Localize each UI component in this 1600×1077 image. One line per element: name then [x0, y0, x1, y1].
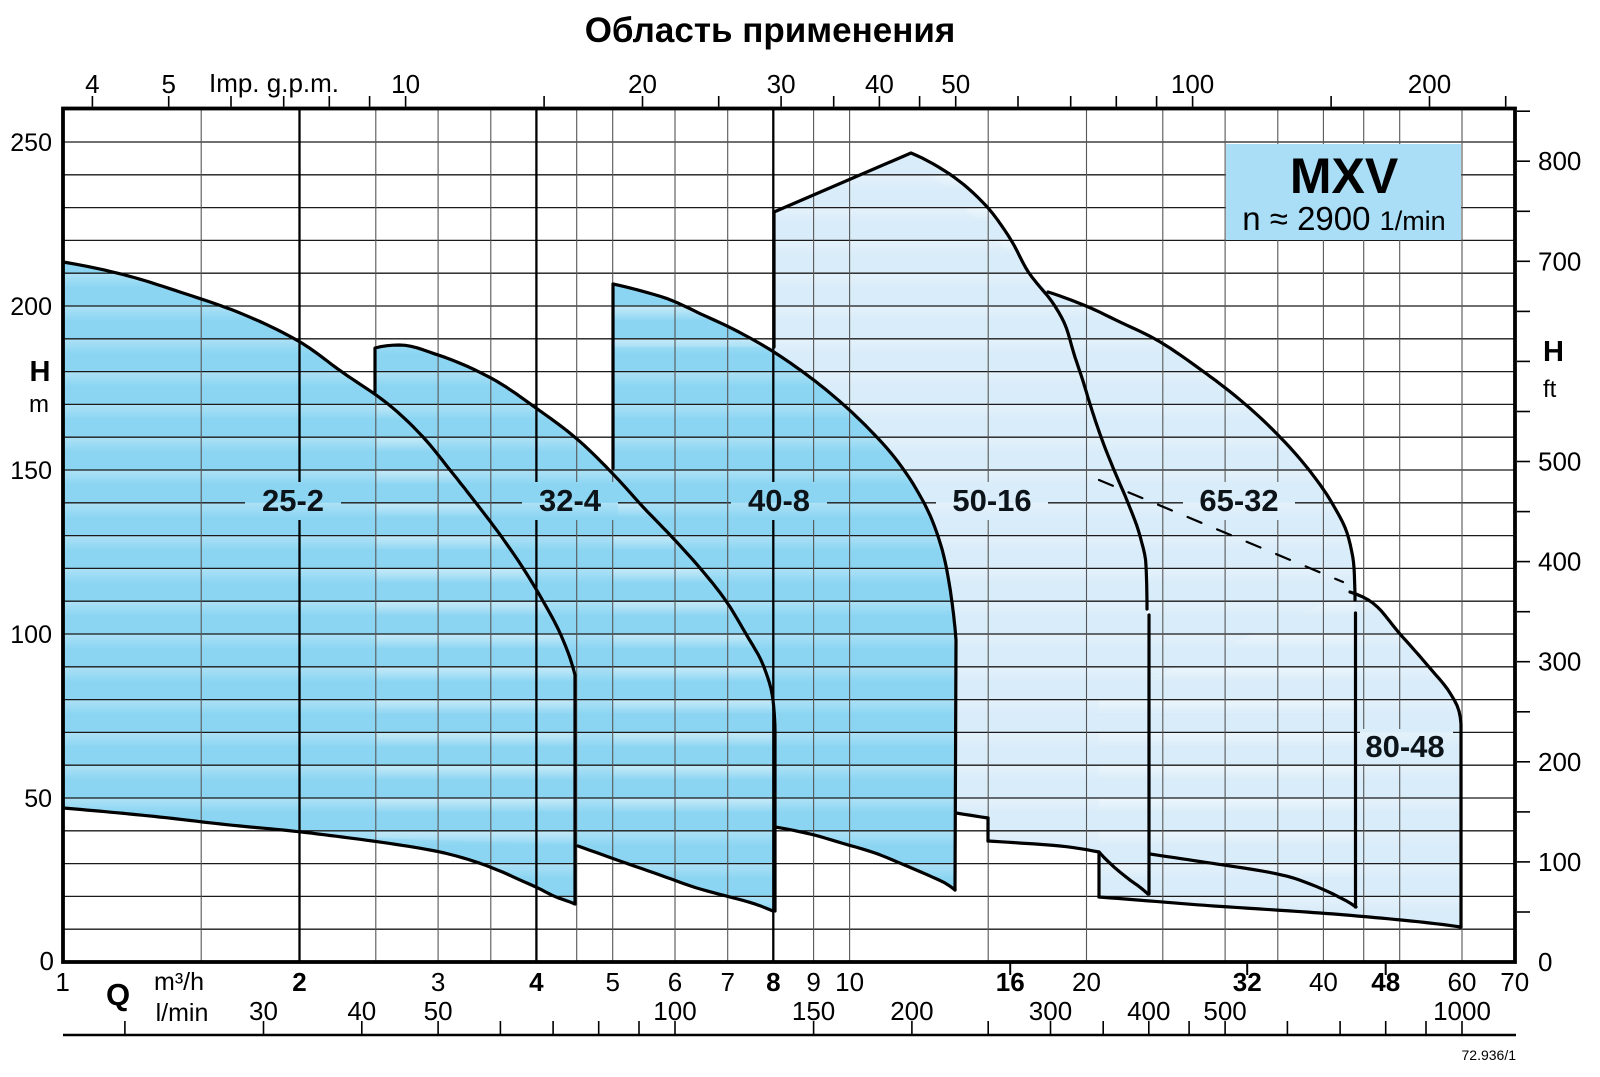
svg-text:800: 800	[1538, 146, 1581, 176]
svg-text:10: 10	[391, 69, 420, 99]
svg-text:40: 40	[347, 996, 376, 1026]
svg-text:300: 300	[1029, 996, 1072, 1026]
svg-text:150: 150	[792, 996, 835, 1026]
svg-text:1: 1	[55, 967, 69, 997]
svg-text:8: 8	[766, 967, 780, 997]
svg-text:50: 50	[24, 785, 52, 813]
svg-text:9: 9	[806, 967, 820, 997]
svg-text:25-2: 25-2	[262, 483, 324, 518]
svg-text:100: 100	[10, 621, 52, 649]
svg-text:400: 400	[1538, 547, 1581, 577]
svg-text:3: 3	[431, 967, 445, 997]
svg-text:300: 300	[1538, 647, 1581, 677]
svg-text:Imp. g.p.m.: Imp. g.p.m.	[209, 68, 339, 98]
svg-text:150: 150	[10, 457, 52, 485]
svg-text:100: 100	[1171, 69, 1214, 99]
svg-text:Q: Q	[106, 977, 130, 1012]
svg-text:400: 400	[1127, 996, 1170, 1026]
svg-text:7: 7	[720, 967, 734, 997]
svg-text:6: 6	[668, 967, 682, 997]
svg-text:5: 5	[161, 69, 175, 99]
svg-text:1000: 1000	[1433, 996, 1491, 1026]
svg-text:MXV: MXV	[1290, 148, 1399, 204]
svg-text:100: 100	[1538, 847, 1581, 877]
svg-text:32-4: 32-4	[539, 483, 602, 518]
svg-text:40: 40	[865, 69, 894, 99]
svg-text:0: 0	[40, 946, 54, 976]
svg-text:65-32: 65-32	[1199, 483, 1278, 518]
svg-text:250: 250	[10, 129, 52, 157]
svg-text:50-16: 50-16	[952, 483, 1031, 518]
svg-text:ft: ft	[1543, 376, 1557, 403]
svg-text:200: 200	[890, 996, 933, 1026]
svg-text:5: 5	[605, 967, 619, 997]
svg-text:700: 700	[1538, 246, 1581, 276]
svg-text:200: 200	[10, 293, 52, 321]
svg-text:40: 40	[1309, 967, 1338, 997]
svg-text:40-8: 40-8	[748, 483, 810, 518]
svg-text:70: 70	[1500, 967, 1529, 997]
svg-text:m³/h: m³/h	[154, 968, 204, 996]
svg-text:n ≈ 2900 1/min: n ≈ 2900 1/min	[1242, 200, 1445, 237]
svg-text:l/min: l/min	[156, 999, 209, 1027]
svg-text:50: 50	[941, 69, 970, 99]
svg-text:100: 100	[653, 996, 696, 1026]
svg-text:80-48: 80-48	[1365, 729, 1444, 764]
svg-text:500: 500	[1203, 996, 1246, 1026]
svg-text:H: H	[1543, 336, 1564, 368]
svg-text:4: 4	[529, 967, 544, 997]
svg-text:50: 50	[424, 996, 453, 1026]
svg-text:10: 10	[835, 967, 864, 997]
svg-text:20: 20	[628, 69, 657, 99]
svg-text:2: 2	[292, 967, 306, 997]
svg-text:20: 20	[1072, 967, 1101, 997]
svg-text:H: H	[30, 356, 51, 388]
svg-text:0: 0	[1538, 947, 1552, 977]
svg-text:Область применения: Область применения	[585, 11, 956, 50]
svg-text:72.936/1: 72.936/1	[1462, 1047, 1517, 1063]
svg-text:200: 200	[1538, 747, 1581, 777]
svg-text:4: 4	[85, 69, 99, 99]
svg-text:m: m	[29, 391, 49, 418]
svg-text:200: 200	[1408, 69, 1451, 99]
svg-text:60: 60	[1448, 967, 1477, 997]
svg-text:500: 500	[1538, 447, 1581, 477]
svg-text:30: 30	[767, 69, 796, 99]
svg-text:30: 30	[249, 996, 278, 1026]
